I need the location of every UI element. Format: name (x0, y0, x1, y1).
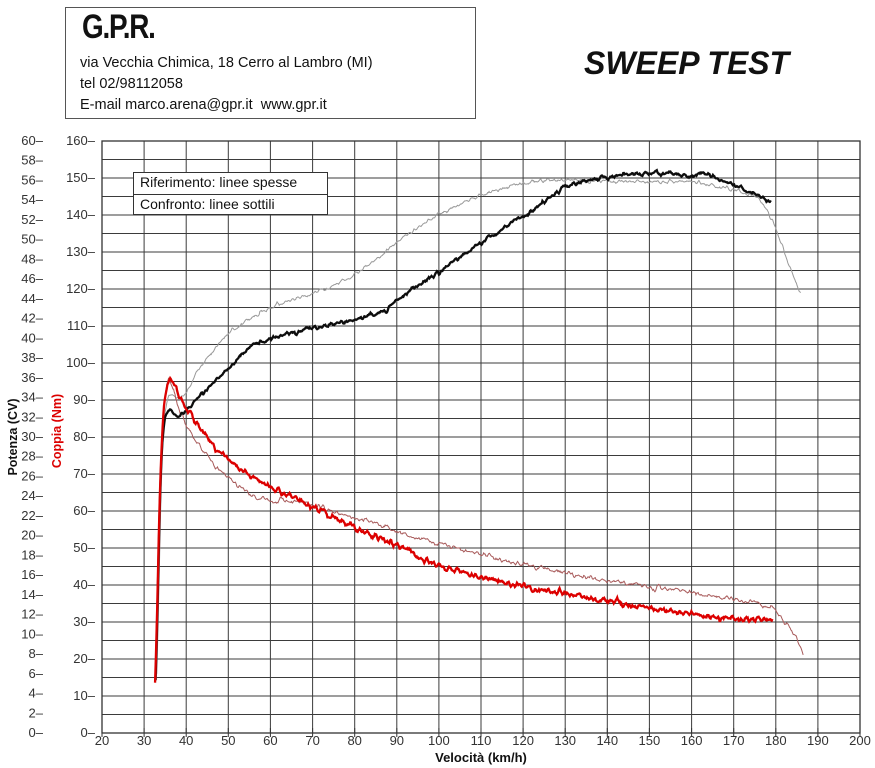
svg-text:28–: 28– (21, 449, 43, 464)
svg-text:Coppia (Nm): Coppia (Nm) (50, 394, 64, 468)
svg-text:48–: 48– (21, 251, 43, 266)
svg-text:2–: 2– (29, 705, 44, 720)
svg-text:16–: 16– (21, 567, 43, 582)
svg-text:14–: 14– (21, 587, 43, 602)
svg-text:60: 60 (263, 733, 277, 748)
svg-text:110–: 110– (67, 318, 96, 333)
svg-text:0–: 0– (29, 725, 44, 740)
svg-text:6–: 6– (29, 666, 44, 681)
svg-text:12–: 12– (21, 607, 43, 622)
svg-text:46–: 46– (21, 271, 43, 286)
svg-text:130–: 130– (66, 244, 96, 259)
svg-text:110: 110 (471, 733, 492, 748)
svg-text:10–: 10– (21, 626, 43, 641)
svg-text:120: 120 (512, 733, 534, 748)
svg-text:100: 100 (428, 733, 450, 748)
svg-text:20–: 20– (73, 651, 95, 666)
svg-text:30–: 30– (21, 429, 43, 444)
svg-text:190: 190 (807, 733, 829, 748)
svg-text:80: 80 (347, 733, 361, 748)
svg-text:160–: 160– (66, 133, 96, 148)
svg-text:50: 50 (221, 733, 235, 748)
svg-text:90–: 90– (73, 392, 95, 407)
svg-text:24–: 24– (21, 488, 43, 503)
svg-text:130: 130 (554, 733, 576, 748)
svg-text:60–: 60– (73, 503, 95, 518)
svg-text:70: 70 (305, 733, 319, 748)
svg-text:40: 40 (179, 733, 193, 748)
svg-text:Potenza (CV): Potenza (CV) (6, 398, 20, 475)
svg-text:Velocità (km/h): Velocità (km/h) (435, 750, 527, 765)
svg-text:90: 90 (390, 733, 404, 748)
svg-text:120–: 120– (66, 281, 96, 296)
svg-text:140–: 140– (66, 207, 96, 222)
svg-text:54–: 54– (21, 192, 43, 207)
svg-text:150: 150 (639, 733, 661, 748)
svg-text:10–: 10– (73, 688, 95, 703)
svg-text:50–: 50– (73, 540, 95, 555)
svg-text:8–: 8– (29, 646, 44, 661)
svg-text:42–: 42– (21, 311, 43, 326)
svg-text:52–: 52– (21, 212, 43, 227)
svg-text:30: 30 (137, 733, 151, 748)
svg-text:160: 160 (681, 733, 703, 748)
svg-text:56–: 56– (21, 173, 43, 188)
svg-text:100–: 100– (66, 355, 96, 370)
svg-text:58–: 58– (21, 153, 43, 168)
svg-text:80–: 80– (73, 429, 95, 444)
svg-text:4–: 4– (29, 686, 44, 701)
svg-text:38–: 38– (21, 350, 43, 365)
svg-text:140: 140 (596, 733, 618, 748)
svg-text:20: 20 (95, 733, 109, 748)
svg-text:34–: 34– (21, 390, 43, 405)
svg-text:36–: 36– (21, 370, 43, 385)
svg-text:70–: 70– (73, 466, 95, 481)
svg-text:170: 170 (723, 733, 745, 748)
svg-text:32–: 32– (21, 409, 43, 424)
svg-text:150–: 150– (66, 170, 96, 185)
svg-text:50–: 50– (21, 232, 43, 247)
svg-text:40–: 40– (21, 330, 43, 345)
svg-text:22–: 22– (21, 508, 43, 523)
svg-text:44–: 44– (21, 291, 43, 306)
svg-text:60–: 60– (21, 133, 43, 148)
svg-text:18–: 18– (21, 547, 43, 562)
svg-text:30–: 30– (73, 614, 95, 629)
svg-text:180: 180 (765, 733, 787, 748)
svg-text:0–: 0– (81, 725, 96, 740)
svg-text:20–: 20– (21, 528, 43, 543)
svg-text:40–: 40– (73, 577, 95, 592)
svg-text:200: 200 (849, 733, 871, 748)
svg-text:26–: 26– (21, 469, 43, 484)
